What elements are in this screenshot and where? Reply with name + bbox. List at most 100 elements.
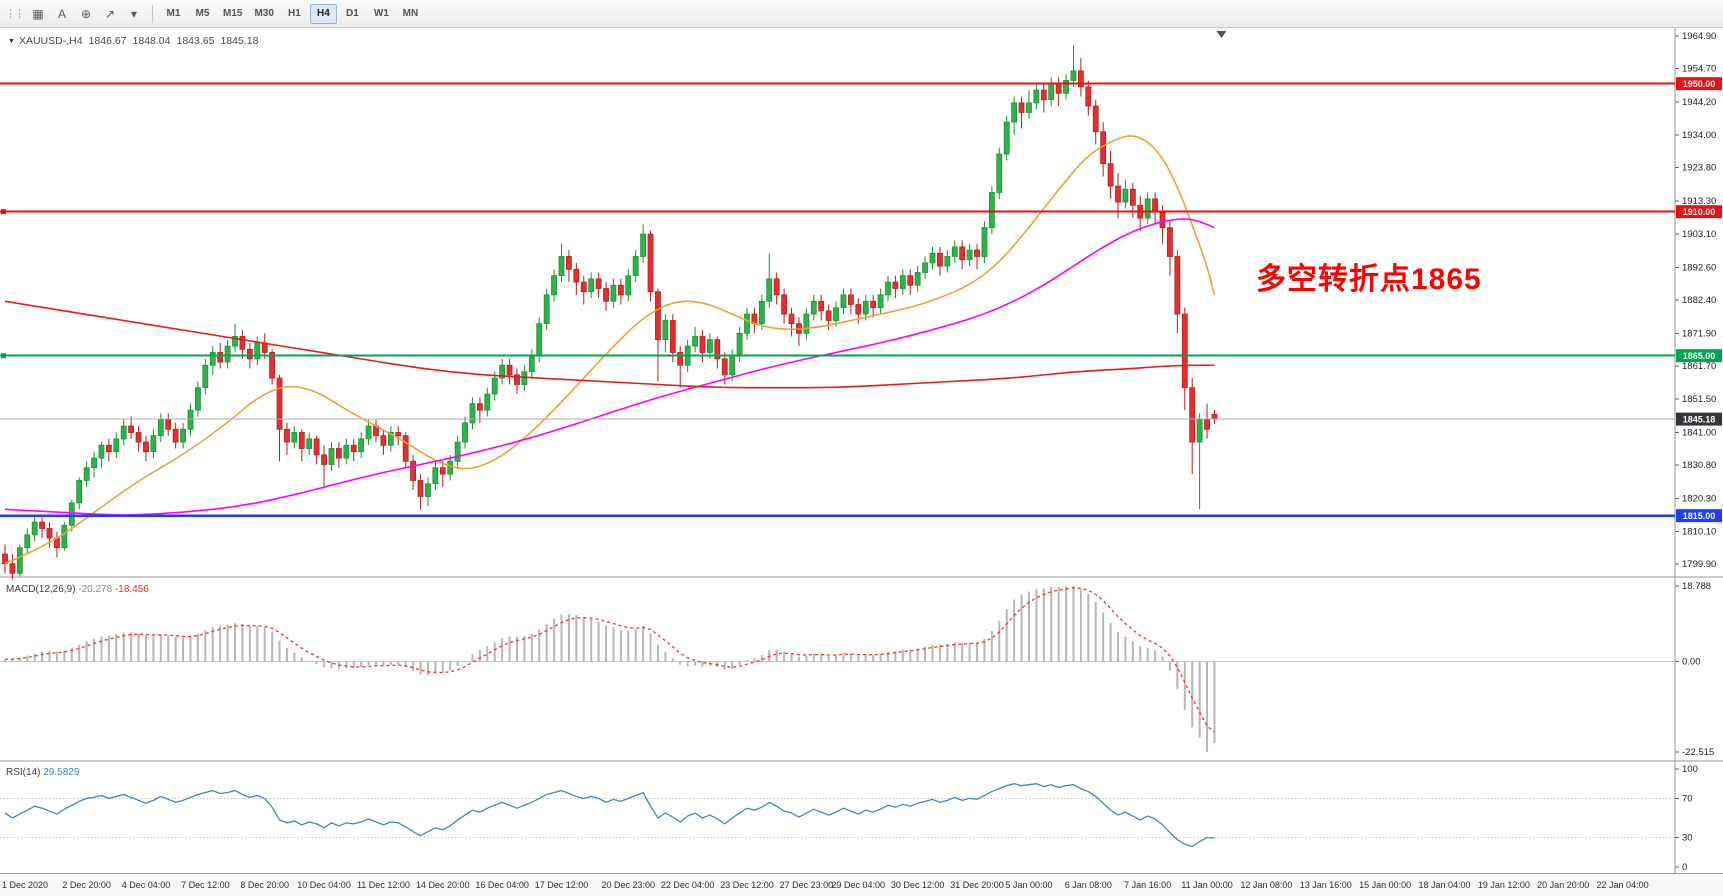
ohlc-readout: ▼ XAUUSD-,H4 1846.67 1848.04 1843.65 1845.18 (8, 35, 258, 47)
svg-text:1799.90: 1799.90 (1682, 559, 1716, 570)
svg-text:20 Dec 23:00: 20 Dec 23:00 (602, 880, 656, 890)
tf-button-d1[interactable]: D1 (339, 4, 366, 24)
macd-panel: 18.788 0.00 -22.515 MACD(12,26,9) -20.278 -… (0, 581, 1714, 758)
svg-text:1871.90: 1871.90 (1682, 329, 1716, 340)
svg-text:22 Jan 04:00: 22 Jan 04:00 (1597, 880, 1649, 890)
svg-text:1851.50: 1851.50 (1682, 394, 1716, 405)
svg-text:7 Dec 12:00: 7 Dec 12:00 (181, 880, 230, 890)
svg-text:18 Jan 04:00: 18 Jan 04:00 (1418, 880, 1470, 890)
svg-text:1845.18: 1845.18 (1683, 415, 1716, 425)
toolbar-icon-group: ▦ A ⊕ ↗ ▾ (26, 3, 146, 25)
svg-text:8 Dec 20:00: 8 Dec 20:00 (240, 880, 289, 890)
svg-text:1882.40: 1882.40 (1682, 295, 1716, 306)
macd-signal-line (4, 587, 1215, 733)
tf-button-m1[interactable]: M1 (160, 4, 187, 24)
svg-text:MACD(12,26,9) -20.278 -18.456: MACD(12,26,9) -20.278 -18.456 (6, 584, 149, 595)
time-axis-strip[interactable] (0, 874, 1723, 896)
rsi-panel: 100 70 30 0 RSI(14) 29.5829 (0, 764, 1698, 873)
svg-text:70: 70 (1682, 793, 1693, 804)
svg-text:27 Dec 23:00: 27 Dec 23:00 (780, 880, 834, 890)
svg-text:100: 100 (1682, 764, 1698, 775)
svg-text:1954.70: 1954.70 (1682, 64, 1716, 75)
svg-text:11 Jan 00:00: 11 Jan 00:00 (1181, 880, 1232, 890)
chart-shift-marker-icon[interactable] (1216, 31, 1227, 38)
svg-text:6 Jan 08:00: 6 Jan 08:00 (1065, 880, 1112, 890)
toolbar-grip-icon[interactable]: ⋮⋮ (5, 8, 25, 20)
svg-text:1892.60: 1892.60 (1682, 262, 1716, 273)
svg-text:1950.00: 1950.00 (1683, 79, 1716, 89)
svg-text:20 Jan 20:00: 20 Jan 20:00 (1537, 880, 1589, 890)
svg-text:1944.20: 1944.20 (1682, 97, 1716, 108)
svg-text:29 Dec 04:00: 29 Dec 04:00 (832, 880, 886, 890)
tf-button-w1[interactable]: W1 (368, 4, 395, 24)
svg-text:15 Jan 00:00: 15 Jan 00:00 (1359, 880, 1411, 890)
axis-price-badge: 1950.00 (1676, 77, 1722, 91)
svg-text:30: 30 (1682, 833, 1693, 844)
svg-text:1934.00: 1934.00 (1682, 130, 1716, 141)
svg-text:7 Jan 16:00: 7 Jan 16:00 (1124, 880, 1171, 890)
candlestick-series (2, 45, 1218, 580)
line-anchor-marker[interactable] (1, 353, 6, 359)
close-value: 1845.18 (220, 35, 259, 47)
axis-price-badge: 1865.00 (1676, 349, 1722, 363)
svg-text:1913.30: 1913.30 (1682, 196, 1716, 207)
svg-text:13 Jan 16:00: 13 Jan 16:00 (1300, 880, 1352, 890)
chart-annotation[interactable]: 多空转折点1865 (1256, 263, 1482, 296)
timeframe-button-group: M1 M5 M15 M30 H1 H4 D1 W1 MN (159, 3, 425, 24)
high-value: 1848.04 (132, 35, 171, 47)
rsi-line (4, 783, 1215, 848)
svg-text:-22.515: -22.515 (1682, 747, 1714, 758)
svg-text:14 Dec 20:00: 14 Dec 20:00 (416, 880, 470, 890)
symbol-label: XAUUSD-,H4 (18, 35, 83, 47)
cursor-icon[interactable]: A (50, 3, 74, 25)
svg-text:19 Jan 12:00: 19 Jan 12:00 (1478, 880, 1530, 890)
svg-text:12 Jan 08:00: 12 Jan 08:00 (1240, 880, 1292, 890)
svg-text:0.00: 0.00 (1682, 657, 1701, 668)
tf-button-h1[interactable]: H1 (281, 4, 308, 24)
toolbar: ⋮⋮ ▦ A ⊕ ↗ ▾ M1 M5 M15 M30 H1 H4 D1 W1 MN (0, 0, 1723, 28)
svg-text:10 Dec 04:00: 10 Dec 04:00 (297, 880, 351, 890)
tf-button-m30[interactable]: M30 (249, 4, 278, 24)
draw-tools-icon[interactable]: ↗ (98, 3, 122, 25)
symbol-dropdown-icon[interactable]: ▼ (8, 38, 15, 45)
toolbar-separator (152, 4, 153, 23)
svg-text:1815.00: 1815.00 (1683, 511, 1716, 521)
ma-fast-orange[interactable] (4, 135, 1216, 565)
svg-text:2 Dec 20:00: 2 Dec 20:00 (62, 880, 111, 890)
ma-mid-magenta[interactable] (4, 218, 1215, 516)
time-axis[interactable]: 1 Dec 2020 2 Dec 20:00 4 Dec 04:00 7 Dec 12… (2, 880, 1649, 890)
svg-text:18.788: 18.788 (1682, 581, 1711, 592)
tf-button-mn[interactable]: MN (397, 4, 424, 24)
open-value: 1846.67 (88, 35, 127, 47)
line-anchor-marker[interactable] (1, 209, 6, 215)
svg-text:30 Dec 12:00: 30 Dec 12:00 (891, 880, 945, 890)
svg-text:1 Dec 2020: 1 Dec 2020 (2, 880, 48, 890)
ma-slow-red[interactable] (4, 300, 1215, 389)
axis-price-badge: 1845.18 (1676, 412, 1722, 426)
svg-text:1810.10: 1810.10 (1682, 526, 1716, 537)
svg-text:RSI(14) 29.5829: RSI(14) 29.5829 (6, 767, 80, 778)
tf-button-m5[interactable]: M5 (189, 4, 216, 24)
svg-text:22 Dec 04:00: 22 Dec 04:00 (661, 880, 715, 890)
chart-window-icon[interactable]: ▦ (26, 3, 50, 25)
svg-text:1964.90: 1964.90 (1682, 31, 1716, 42)
svg-text:1910.00: 1910.00 (1683, 207, 1716, 217)
svg-text:17 Dec 12:00: 17 Dec 12:00 (535, 880, 589, 890)
tf-button-h4[interactable]: H4 (309, 3, 337, 24)
svg-text:1841.00: 1841.00 (1682, 427, 1716, 438)
svg-text:31 Dec 20:00: 31 Dec 20:00 (950, 880, 1004, 890)
svg-text:1830.80: 1830.80 (1682, 460, 1716, 471)
svg-text:5 Jan 00:00: 5 Jan 00:00 (1005, 880, 1052, 890)
axis-price-badge: 1910.00 (1676, 205, 1722, 219)
svg-text:11 Dec 12:00: 11 Dec 12:00 (357, 880, 410, 890)
tf-button-m15[interactable]: M15 (218, 4, 247, 24)
price-axis[interactable]: 1964.90 1954.70 1944.20 1934.00 1923.80 1913.… (1675, 31, 1716, 570)
svg-text:4 Dec 04:00: 4 Dec 04:00 (122, 880, 171, 890)
dropdown-arrow-icon[interactable]: ▾ (122, 3, 146, 25)
svg-text:1903.10: 1903.10 (1682, 229, 1716, 240)
chart-canvas[interactable]: 1964.90 1954.70 1944.20 1934.00 1923.80 1913.… (0, 28, 1723, 896)
low-value: 1843.65 (176, 35, 215, 47)
svg-text:0: 0 (1682, 862, 1687, 873)
crosshair-icon[interactable]: ⊕ (74, 3, 98, 25)
